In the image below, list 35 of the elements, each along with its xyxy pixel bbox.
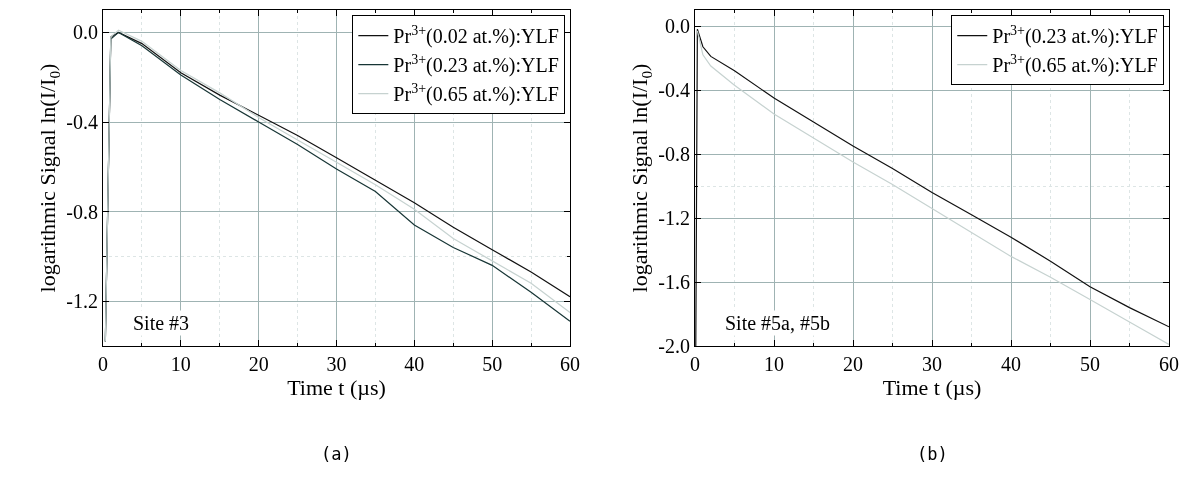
legend-label: Pr$^{3+}$(0.65 at.%):YLF [393,80,559,107]
x-tick-label: 10 [764,353,784,376]
y-tick-label: -1.2 [658,207,690,229]
y-tick-label: -2.0 [658,335,690,357]
y-tick-label: -0.4 [66,111,98,133]
x-tick-label: 60 [560,353,580,376]
x-tick-label: 30 [326,353,347,376]
x-axis-title: Time t (µs) [882,375,982,401]
y-tick-label: 0.0 [664,15,690,37]
x-tick-label: 0 [690,353,700,376]
legend-label: Pr$^{3+}$(0.65 at.%):YLF [992,51,1158,78]
legend-label: Pr$^{3+}$(0.23 at.%):YLF [393,51,559,78]
text: (b) [917,444,948,464]
x-tick-label: 50 [1080,353,1100,376]
x-tick-label: 60 [1159,353,1179,376]
x-tick-label: 40 [1001,353,1021,376]
annotation: Site #5a, #5b [725,312,830,334]
annotation: Site #3 [133,312,190,334]
legend-label: Pr$^{3+}$(0.23 at.%):YLF [992,22,1158,49]
x-axis-title: Time t (µs) [287,375,386,401]
x-tick-label: 40 [404,353,425,376]
legend-label: Pr$^{3+}$(0.02 at.%):YLF [393,22,559,49]
x-tick-label: 20 [843,353,863,376]
x-tick-label: 20 [248,353,269,376]
y-tick-label: -0.8 [66,200,98,223]
x-tick-label: 50 [482,353,503,376]
y-tick-label: -0.4 [658,79,690,101]
y-tick-label: -1.2 [66,290,98,313]
x-tick-label: 10 [170,353,191,376]
y-tick-label: -1.6 [658,271,690,293]
y-tick-label: 0.0 [72,21,98,44]
x-tick-label: 0 [98,353,108,376]
y-tick-label: -0.8 [658,143,690,165]
text: (a) [321,444,352,464]
x-tick-label: 30 [922,353,942,376]
